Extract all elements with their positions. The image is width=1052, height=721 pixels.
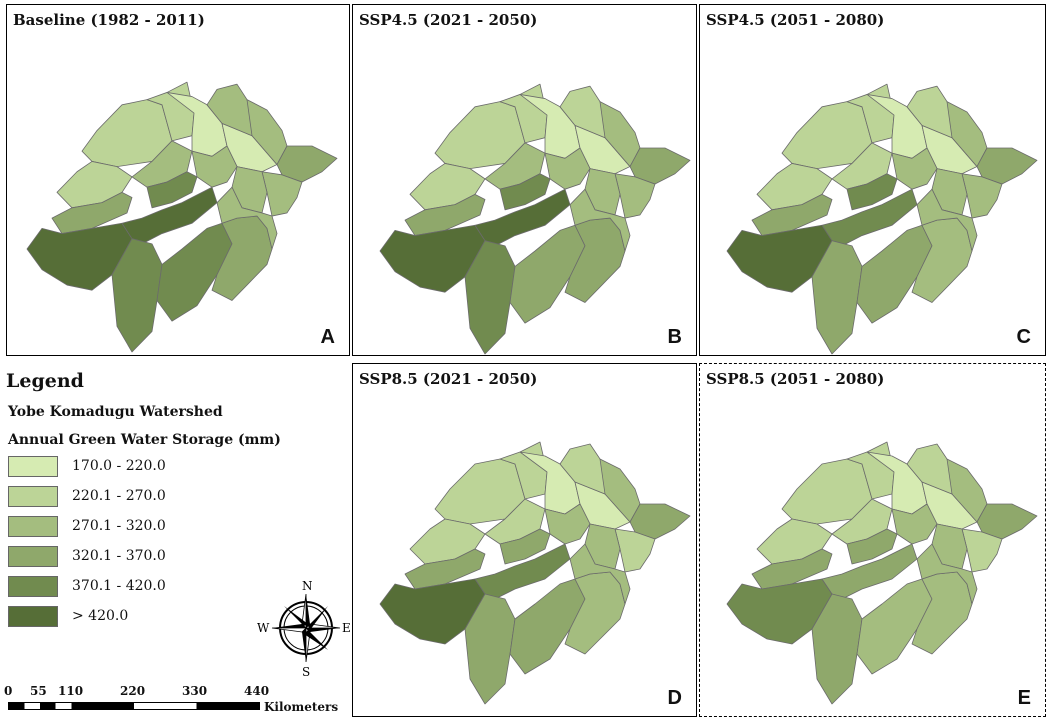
panel-letter-b: B [667,326,682,348]
sub-basin [191,145,238,188]
watershed-map-c [726,83,1038,355]
panel-title-e: SSP8.5 (2051 - 2080) [706,370,885,388]
panel-letter-e: E [1017,687,1031,709]
panel-title-c: SSP4.5 (2051 - 2080) [706,11,885,29]
legend-swatch [8,546,58,567]
sub-basin [629,503,691,540]
sub-basin [499,528,551,565]
scale-tick-label: 330 [182,684,208,698]
sub-basin [629,147,691,185]
scale-unit: Kilometers [264,700,339,714]
legend-label: 320.1 - 370.0 [72,548,166,564]
sub-basin [146,171,198,209]
panel-title-b: SSP4.5 (2021 - 2050) [359,11,538,29]
sub-basin [544,503,591,545]
panel-letter-d: D [667,687,682,709]
map-panel-d: SSP8.5 (2021 - 2050) D [352,363,697,717]
sub-basin [891,147,938,190]
sub-basin [976,503,1038,540]
sub-basin [846,173,898,211]
compass-n: N [302,579,313,593]
watershed-map-b [379,83,691,355]
legend-label: 220.1 - 270.0 [72,488,166,504]
watershed-map-d [379,441,691,705]
watershed-map-e [726,441,1038,705]
legend-watershed-name: Yobe Komadugu Watershed [8,404,223,420]
sub-basin [261,171,303,217]
watershed-map-a [26,81,338,353]
legend-label: 170.0 - 220.0 [72,458,166,474]
sub-basin [569,543,631,605]
sub-basin [976,147,1038,185]
legend-label: 270.1 - 320.0 [72,518,166,534]
scale-bar: 0 55 110 220 330 440 Kilometers [0,680,350,721]
map-panel-b: SSP4.5 (2021 - 2050) B [352,4,697,356]
sub-basin [961,173,1003,219]
sub-basin [569,188,631,252]
map-legend: Legend Yobe Komadugu Watershed Annual Gr… [0,360,351,721]
scale-tick-label: 220 [120,684,146,698]
compass-rose-icon: N S W E [257,579,351,678]
map-panel-a: Baseline (1982 - 2011) A [6,4,350,356]
legend-swatch [8,486,58,507]
sub-basin [961,528,1003,573]
legend-variable-name: Annual Green Water Storage (mm) [8,432,281,448]
legend-label: > 420.0 [72,608,129,624]
legend-swatch [8,576,58,597]
sub-basin [916,543,978,605]
sub-basin [614,528,656,573]
compass-w: W [257,621,270,635]
scale-tick-label: 0 [4,684,13,698]
panel-title-d: SSP8.5 (2021 - 2050) [359,370,538,388]
panel-letter-c: C [1016,326,1031,348]
map-panel-e: SSP8.5 (2051 - 2080) E [699,363,1046,717]
sub-basin [916,188,978,252]
scale-tick-label: 110 [58,684,84,698]
scale-bar-graphic [8,702,260,710]
scale-tick-label: 440 [244,684,270,698]
sub-basin [276,145,338,183]
legend-label: 370.1 - 420.0 [72,578,166,594]
panel-letter-a: A [320,326,335,348]
sub-basin [891,503,938,545]
sub-basin [544,147,591,190]
sub-basin [499,173,551,211]
compass-e: E [342,621,351,635]
scale-tick-label: 55 [30,684,47,698]
sub-basin [614,173,656,219]
sub-basin [216,186,278,250]
panel-title-a: Baseline (1982 - 2011) [13,11,205,29]
legend-swatch [8,606,58,627]
legend-heading: Legend [6,370,84,392]
compass-s: S [302,665,310,678]
map-panel-c: SSP4.5 (2051 - 2080) C [699,4,1046,356]
legend-swatch [8,456,58,477]
legend-swatch [8,516,58,537]
sub-basin [846,528,898,565]
